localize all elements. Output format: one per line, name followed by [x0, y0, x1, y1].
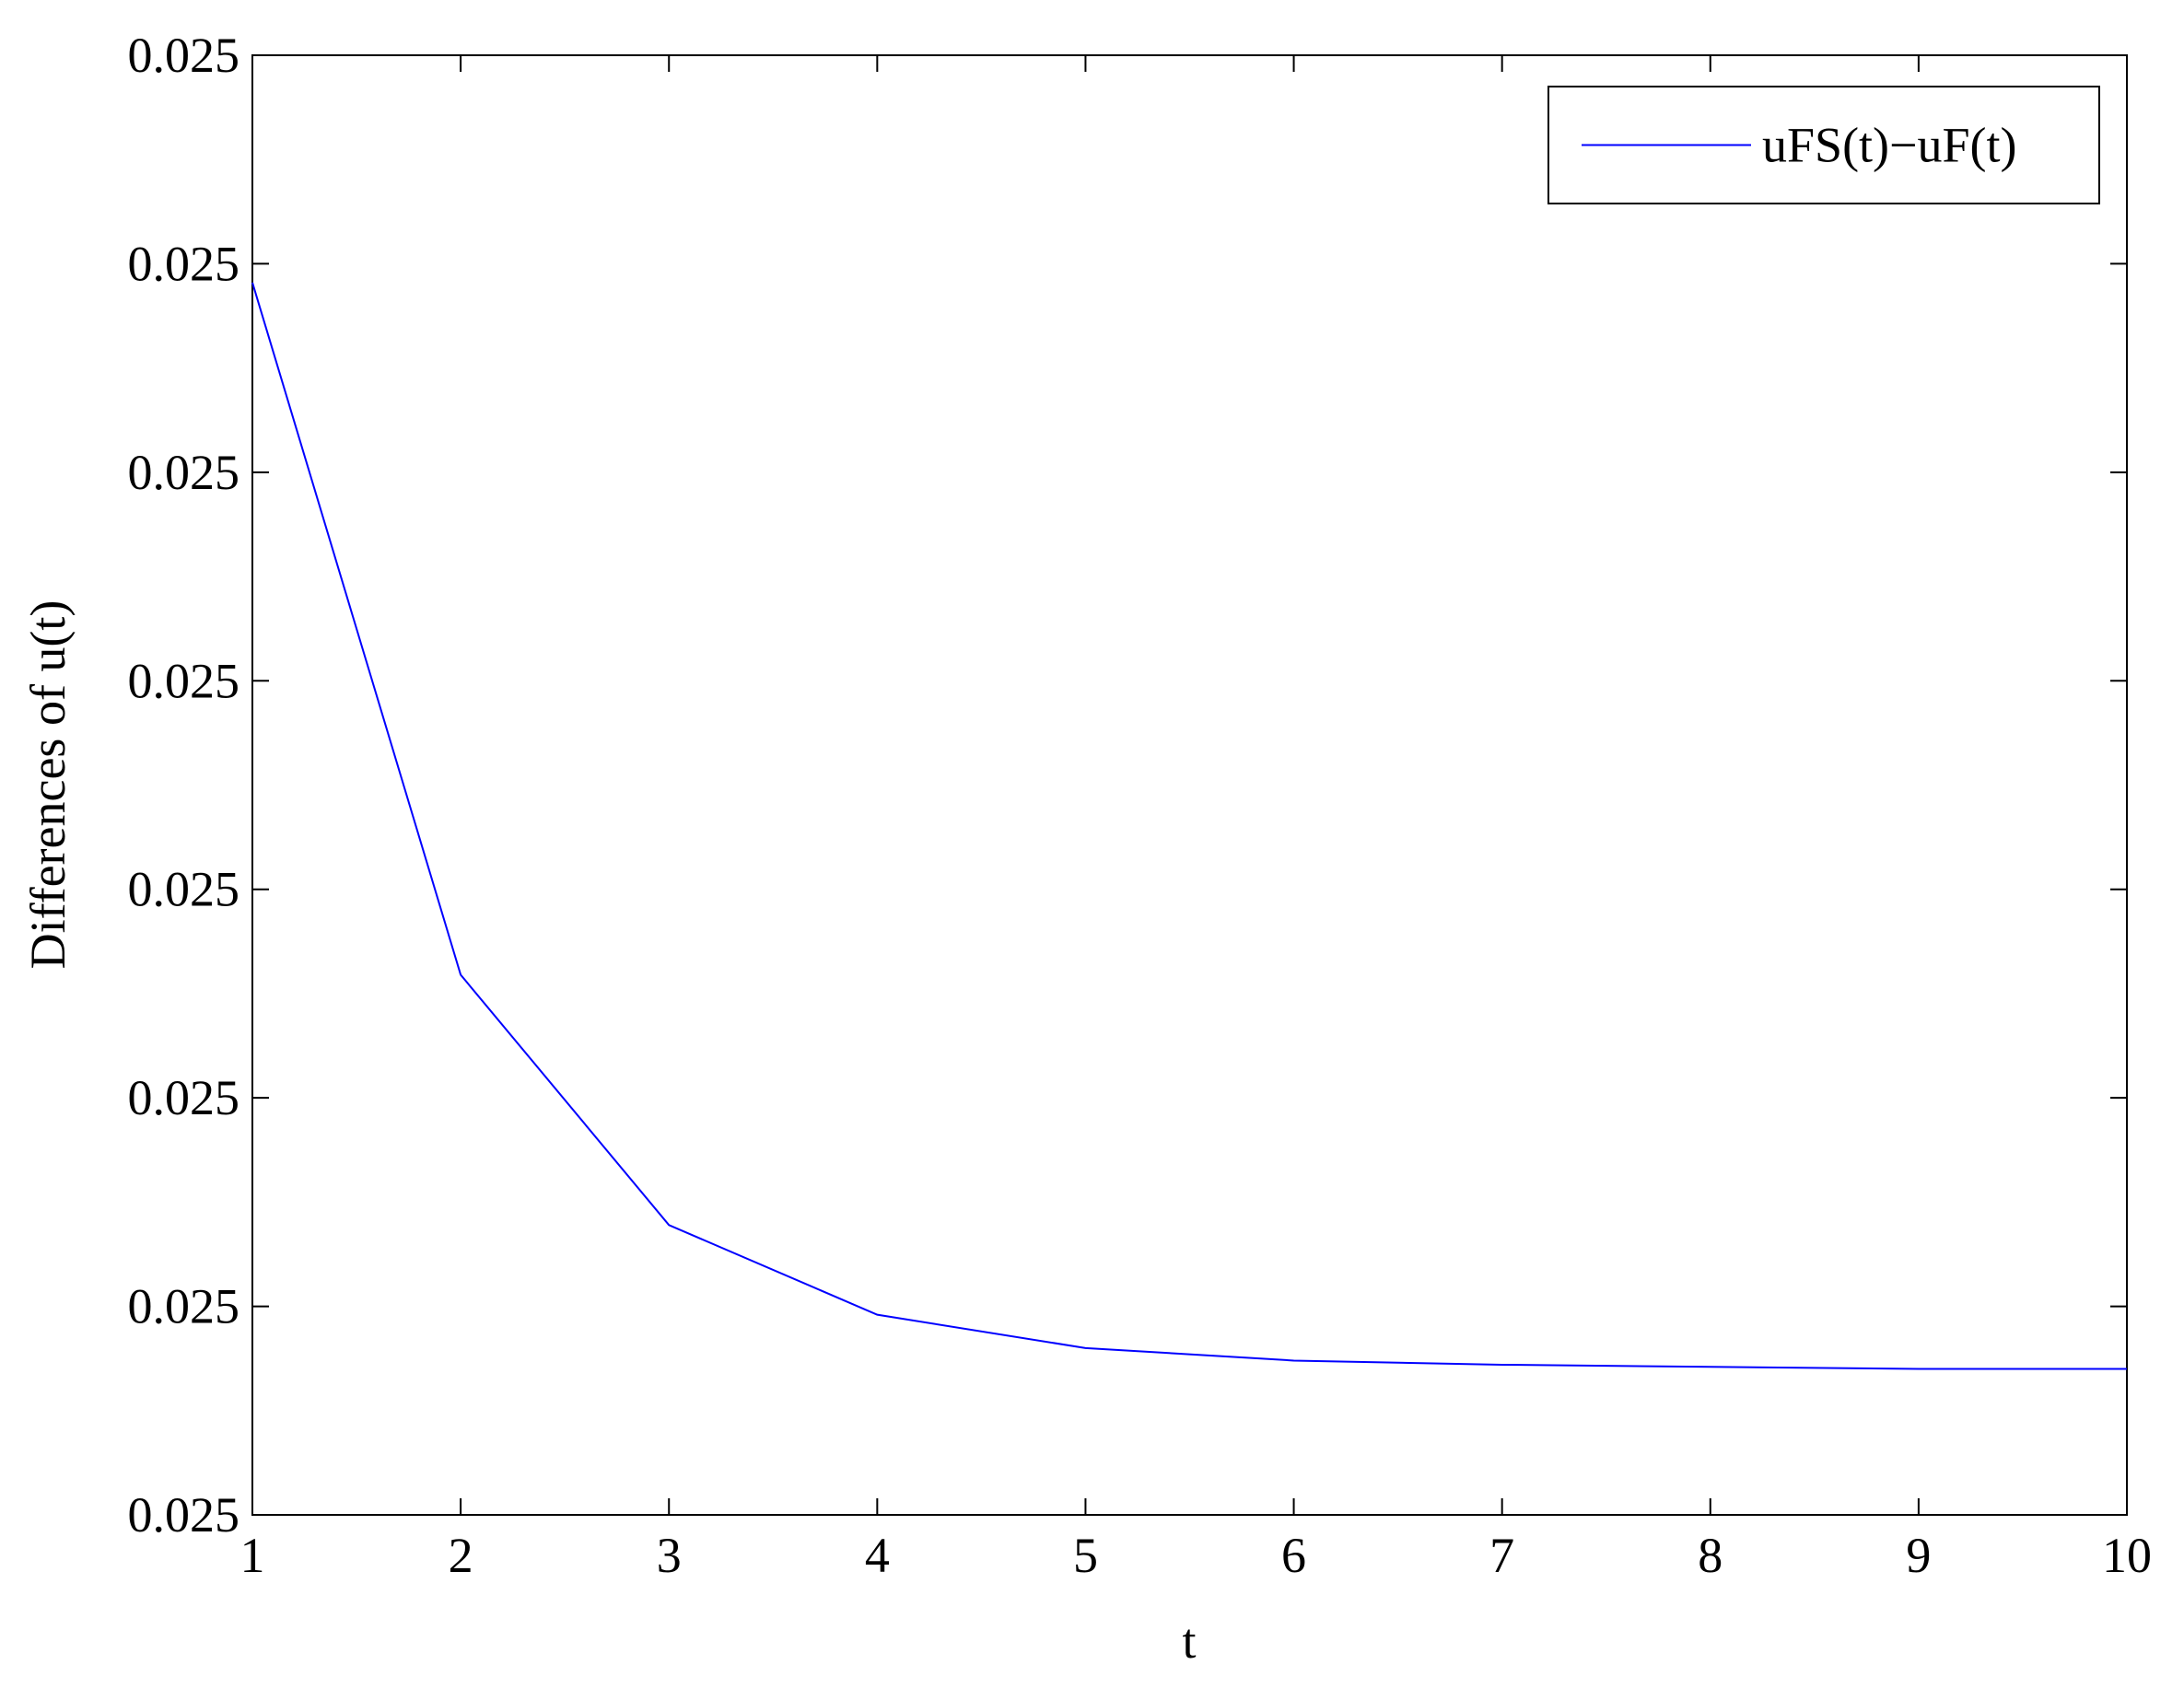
x-axis-label: t	[1182, 1613, 1196, 1669]
x-tick-label: 1	[240, 1528, 265, 1583]
x-tick-label: 2	[449, 1528, 473, 1583]
data-line	[251, 282, 2127, 1370]
x-tick-label: 10	[2102, 1528, 2152, 1583]
legend-label: uFS(t)−uF(t)	[1762, 118, 2017, 173]
plot-area	[251, 54, 2128, 1516]
x-tick-label: 7	[1489, 1528, 1514, 1583]
y-tick-label: 0.025	[128, 862, 240, 917]
x-tick-label: 6	[1281, 1528, 1306, 1583]
x-tick-label: 5	[1073, 1528, 1098, 1583]
y-tick-label: 0.025	[128, 653, 240, 708]
y-tick-label: 0.025	[128, 1279, 240, 1334]
y-tick-label: 0.025	[128, 28, 240, 83]
x-tick-label: 8	[1698, 1528, 1723, 1583]
y-tick-label: 0.025	[128, 236, 240, 291]
x-tick-label: 9	[1906, 1528, 1931, 1583]
y-tick-label: 0.025	[128, 1487, 240, 1542]
y-tick-label: 0.025	[128, 1070, 240, 1125]
x-tick-label: 4	[865, 1528, 890, 1583]
x-tick-label: 3	[657, 1528, 682, 1583]
y-tick-label: 0.025	[128, 445, 240, 500]
y-axis-label: Differences of u(t)	[20, 600, 76, 970]
